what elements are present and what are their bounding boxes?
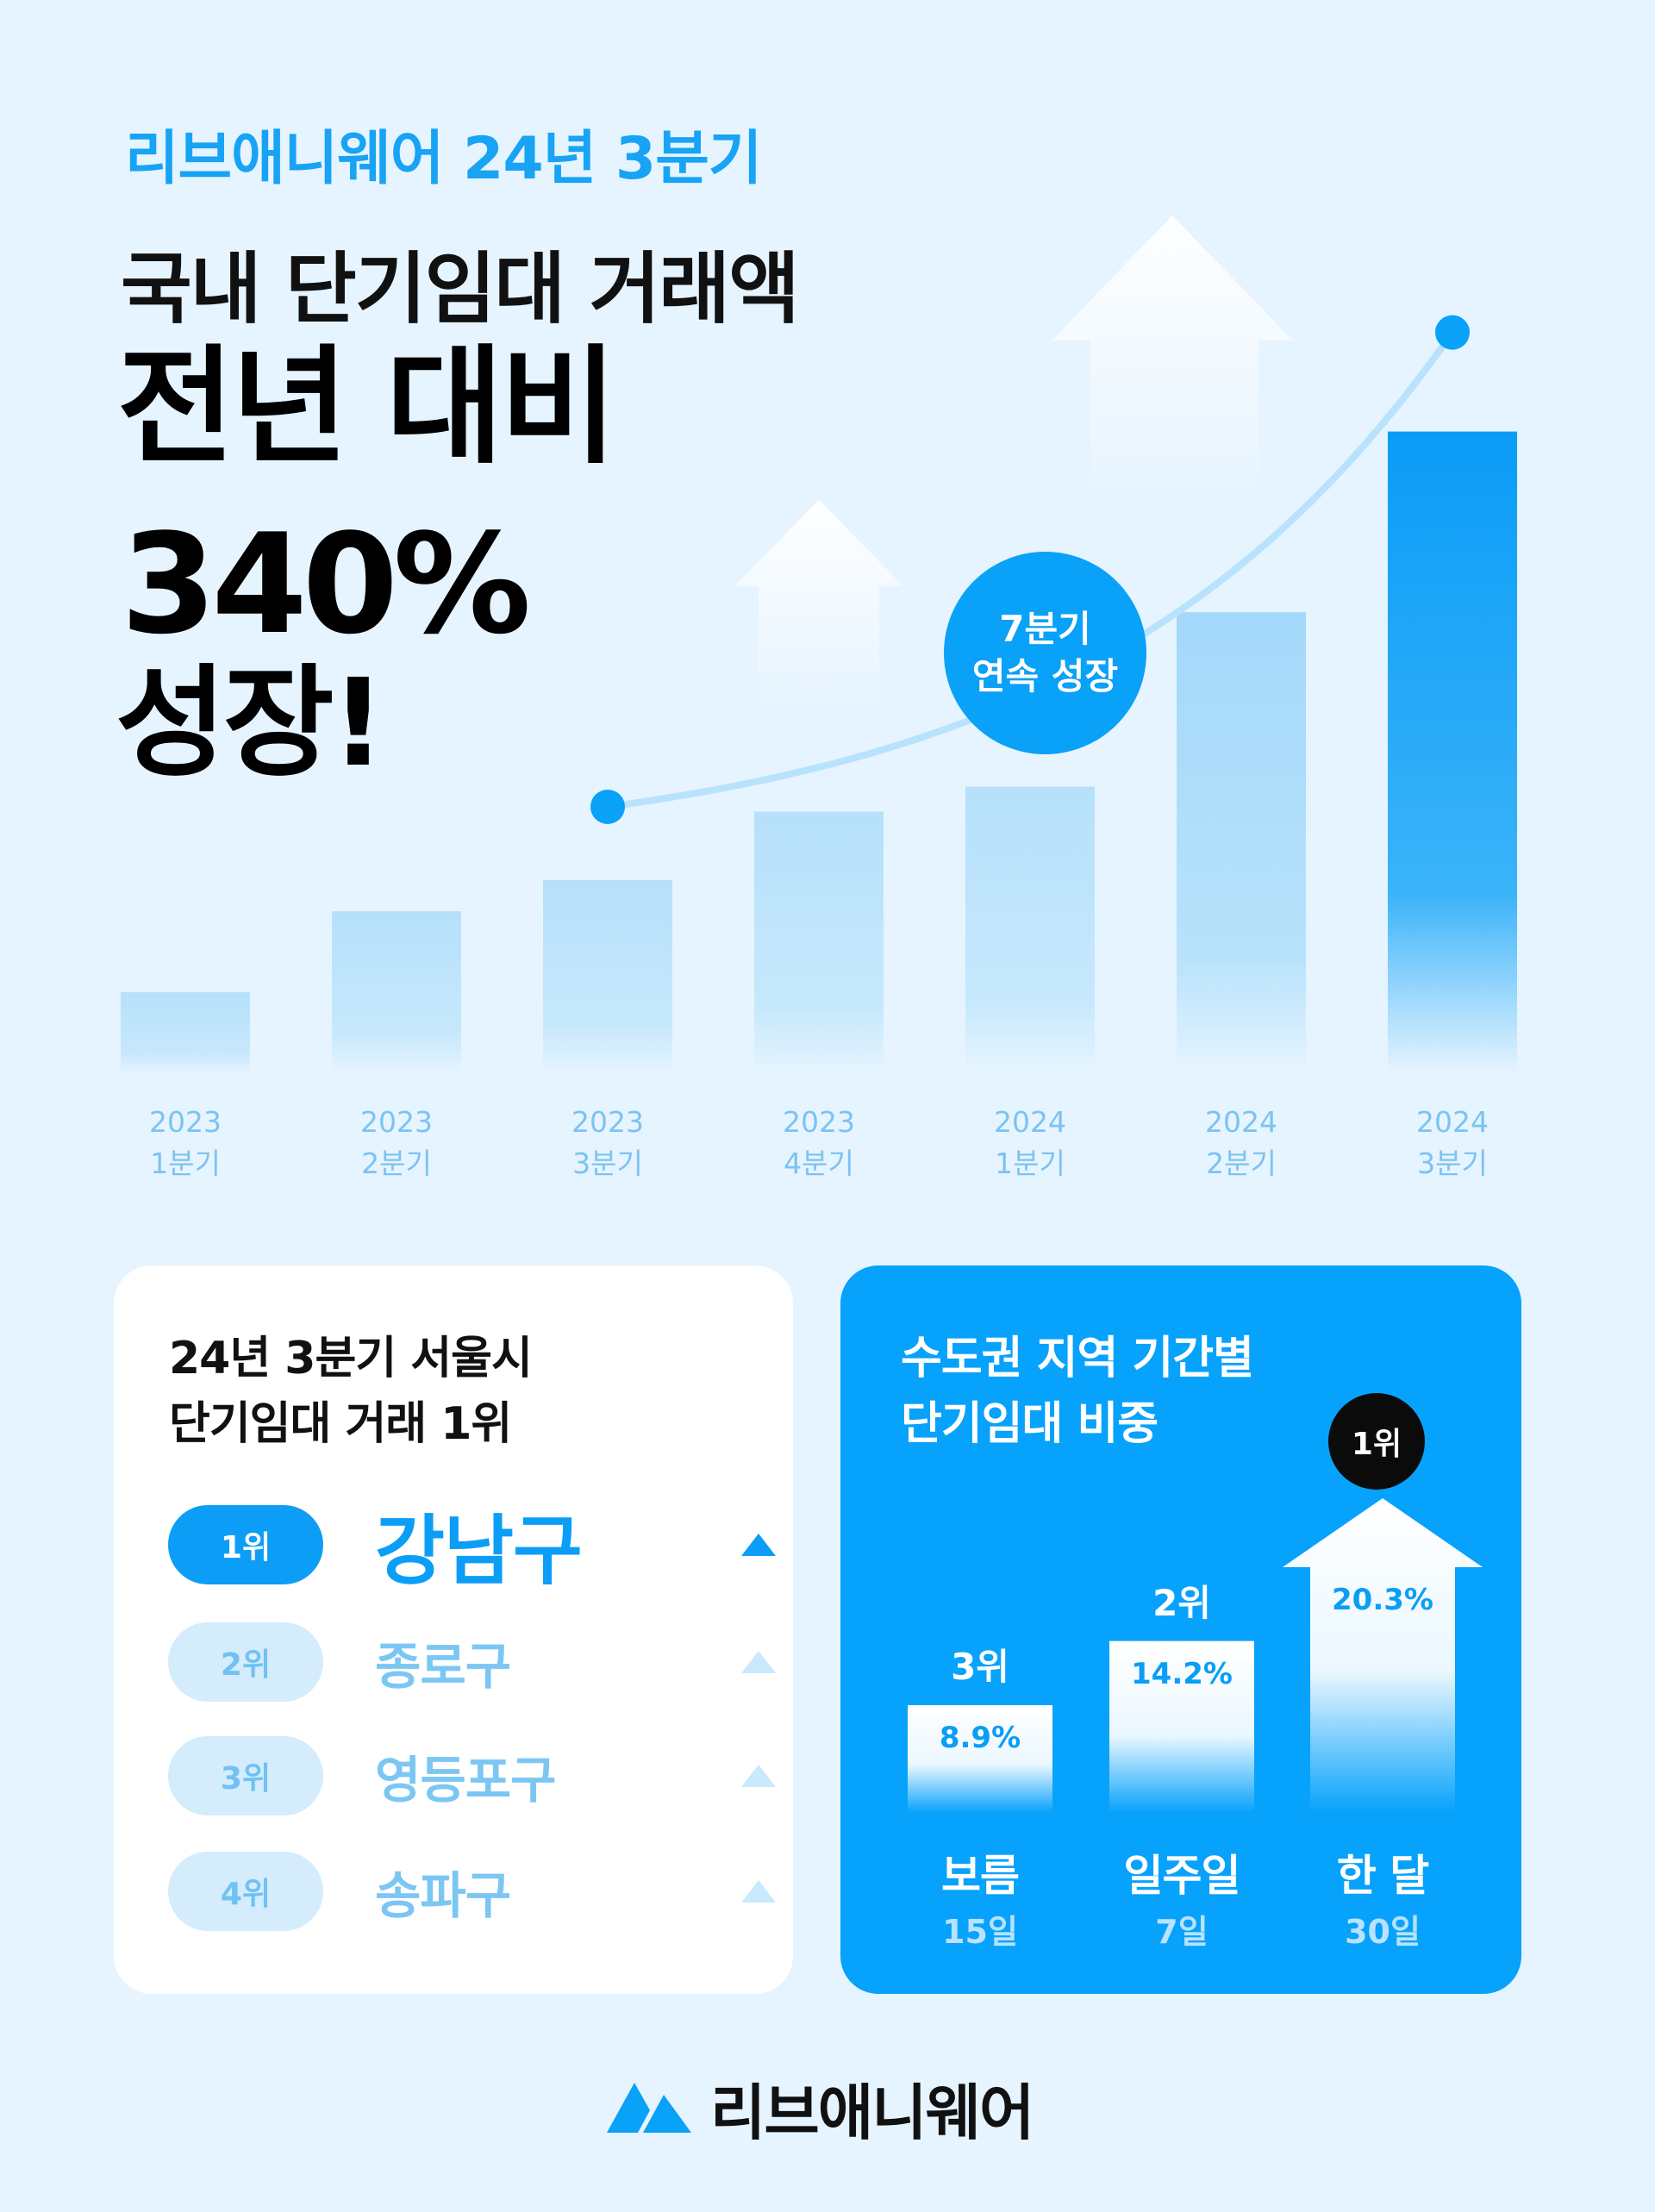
brand-name: 리브애니웨어 bbox=[710, 2077, 1034, 2148]
x-tick-label: 2023 1분기 bbox=[99, 1102, 272, 1184]
top-rank-badge: 1위 bbox=[1328, 1393, 1425, 1490]
duration-bar-2 bbox=[1109, 1640, 1254, 1813]
triangle-up-icon bbox=[741, 1765, 776, 1787]
rank-district: 영등포구 bbox=[375, 1751, 556, 1809]
seoul-card-title: 24년 3분기 서울시 단기임대 거래 1위 bbox=[169, 1326, 533, 1458]
streak-badge-line-1: 7분기 bbox=[999, 607, 1091, 650]
triangle-up-icon bbox=[741, 1651, 776, 1673]
bar-3 bbox=[543, 879, 672, 1073]
seoul-card-title-line-2: 단기임대 거래 1위 bbox=[169, 1398, 512, 1451]
trend-point-end bbox=[1435, 315, 1470, 350]
x-tick-quarter: 1분기 bbox=[150, 1146, 221, 1180]
triangle-up-icon bbox=[741, 1880, 776, 1903]
x-tick-label: 2024 2분기 bbox=[1155, 1102, 1327, 1184]
x-tick-quarter: 2분기 bbox=[361, 1146, 432, 1180]
bar-4 bbox=[754, 811, 884, 1073]
duration-card-title-line-2: 단기임대 비중 bbox=[901, 1398, 1158, 1451]
duration-rank-label: 3위 bbox=[951, 1646, 1009, 1689]
x-tick-year: 2024 bbox=[994, 1105, 1066, 1139]
bg-arrow-large bbox=[1052, 216, 1293, 509]
duration-percent-label: 8.9% bbox=[939, 1721, 1021, 1756]
x-tick-quarter: 2분기 bbox=[1206, 1146, 1277, 1180]
duration-chart bbox=[908, 1498, 1483, 1813]
x-tick-label: 2023 2분기 bbox=[310, 1102, 483, 1184]
x-tick-year: 2023 bbox=[149, 1105, 222, 1139]
x-tick-quarter: 3분기 bbox=[1417, 1146, 1488, 1180]
rank-district: 종로구 bbox=[375, 1637, 511, 1696]
duration-category-label: 보름 bbox=[941, 1851, 1020, 1901]
rank-pill: 4위 bbox=[168, 1852, 323, 1931]
duration-category-label: 한 달 bbox=[1336, 1851, 1429, 1901]
footer-brand: 리브애니웨어 bbox=[603, 2065, 1034, 2151]
bar-5 bbox=[965, 786, 1095, 1073]
duration-percent-label: 14.2% bbox=[1131, 1656, 1233, 1691]
rank-district: 강남구 bbox=[375, 1506, 583, 1596]
streak-badge: 7분기 연속 성장 bbox=[944, 552, 1146, 754]
x-tick-quarter: 3분기 bbox=[572, 1146, 643, 1180]
x-tick-year: 2023 bbox=[783, 1105, 855, 1139]
x-tick-quarter: 1분기 bbox=[995, 1146, 1065, 1180]
x-tick-label: 2023 4분기 bbox=[733, 1102, 905, 1184]
triangle-up-icon bbox=[741, 1534, 776, 1556]
rank-pill: 1위 bbox=[168, 1505, 323, 1584]
trend-point-start bbox=[590, 789, 625, 824]
bar-2 bbox=[332, 911, 461, 1073]
bar-6 bbox=[1177, 612, 1306, 1073]
bar-1 bbox=[121, 992, 250, 1073]
duration-percent-label: 20.3% bbox=[1332, 1583, 1433, 1617]
duration-card-title: 수도권 지역 기간별 단기임대 비중 bbox=[901, 1326, 1254, 1458]
rank-pill: 2위 bbox=[168, 1622, 323, 1702]
rank-row-4: 4위 송파구 bbox=[168, 1852, 776, 1931]
duration-category-label: 일주일 bbox=[1123, 1851, 1241, 1901]
duration-arrow-bar bbox=[1283, 1498, 1483, 1813]
duration-days-label: 30일 bbox=[1345, 1913, 1421, 1951]
duration-bar-1 bbox=[908, 1705, 1052, 1813]
duration-rank-label: 2위 bbox=[1152, 1581, 1211, 1624]
rank-row-3: 3위 영등포구 bbox=[168, 1736, 776, 1815]
duration-days-label: 7일 bbox=[1155, 1913, 1208, 1951]
seoul-card-title-line-1: 24년 3분기 서울시 bbox=[169, 1333, 533, 1384]
x-tick-year: 2023 bbox=[571, 1105, 644, 1139]
eyebrow-text: 리브애니웨어 24년 3분기 bbox=[125, 125, 762, 193]
headline-line-1: 국내 단기임대 거래액 bbox=[121, 244, 800, 334]
duration-share-card: 수도권 지역 기간별 단기임대 비중 3위 8.9% 보름 15일 2위 14.2% 일주일… bbox=[840, 1265, 1521, 1994]
x-tick-label: 2024 1분기 bbox=[944, 1102, 1116, 1184]
streak-badge-line-2: 연속 성장 bbox=[971, 654, 1119, 697]
bar-7 bbox=[1388, 431, 1517, 1073]
duration-card-title-line-1: 수도권 지역 기간별 bbox=[901, 1333, 1254, 1384]
seoul-rank-card: 24년 3분기 서울시 단기임대 거래 1위 1위 강남구 2위 종로구 3위 … bbox=[114, 1265, 793, 1994]
rank-pill: 3위 bbox=[168, 1736, 323, 1815]
x-tick-year: 2024 bbox=[1416, 1105, 1489, 1139]
rank-row-1: 1위 강남구 bbox=[168, 1505, 776, 1596]
x-tick-label: 2023 3분기 bbox=[521, 1102, 694, 1184]
rank-district: 송파구 bbox=[375, 1866, 511, 1925]
headline-line-2: 전년 대비 bbox=[117, 333, 617, 481]
headline-line-4: 성장! bbox=[116, 653, 385, 794]
x-tick-quarter: 4분기 bbox=[784, 1146, 854, 1180]
x-tick-year: 2023 bbox=[360, 1105, 433, 1139]
brand-logo-icon bbox=[607, 2083, 691, 2133]
bg-arrow-small bbox=[734, 500, 903, 715]
duration-days-label: 15일 bbox=[942, 1913, 1018, 1951]
x-tick-label: 2024 3분기 bbox=[1366, 1102, 1539, 1184]
headline-percent: 340% bbox=[121, 503, 531, 665]
rank-row-2: 2위 종로구 bbox=[168, 1622, 776, 1702]
x-tick-year: 2024 bbox=[1205, 1105, 1277, 1139]
